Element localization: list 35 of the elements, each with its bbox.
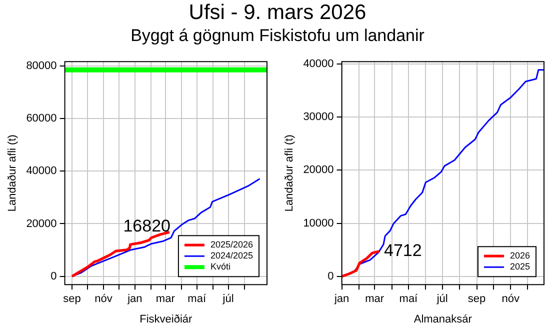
y-axis-title: Landaður afli (t) [284, 134, 296, 212]
y-tick-label: 60000 [26, 112, 57, 125]
x-tick-label: mar [365, 293, 384, 306]
x-tick-label: nóv [502, 293, 520, 306]
x-tick-label: mar [156, 293, 176, 306]
x-axis-title: Fiskveiðiár [140, 313, 193, 326]
legend-label: 2024/2025 [210, 250, 254, 261]
annotation: 4712 [384, 241, 422, 260]
legend-label: Kvóti [210, 262, 230, 272]
y-tick-label: 30000 [303, 111, 334, 124]
x-tick-label: maí [188, 293, 207, 306]
chart-subtitle: Byggt á gögnum Fiskistofu um landanir [130, 25, 426, 47]
y-tick-label: 40000 [303, 58, 334, 70]
legend-label: 2025/2026 [210, 240, 254, 250]
x-tick-label: jan [126, 293, 142, 306]
x-axis-title: Almanaksár [414, 313, 472, 326]
x-tick-label: júl [436, 293, 448, 306]
x-tick-label: jan [333, 293, 350, 306]
legend-label: 2025 [510, 262, 530, 272]
chart-title: Ufsi - 9. mars 2026 [188, 0, 368, 25]
x-tick-label: maí [399, 293, 419, 306]
x-tick-label: nóv [94, 293, 113, 306]
annotation: 16820 [123, 216, 171, 236]
y-tick-label: 10000 [303, 217, 334, 230]
y-tick-label: 0 [50, 270, 57, 282]
y-tick-label: 0 [328, 270, 334, 282]
x-tick-label: júl [222, 293, 234, 306]
y-tick-label: 80000 [26, 60, 57, 72]
x-tick-label: sep [468, 293, 486, 306]
y-tick-label: 20000 [26, 218, 57, 230]
y-tick-label: 20000 [303, 164, 334, 176]
x-tick-label: sep [63, 293, 81, 306]
y-tick-label: 40000 [26, 165, 57, 178]
legend-label: 2026 [510, 250, 530, 261]
y-axis-title: Landaður afli (t) [6, 134, 19, 212]
